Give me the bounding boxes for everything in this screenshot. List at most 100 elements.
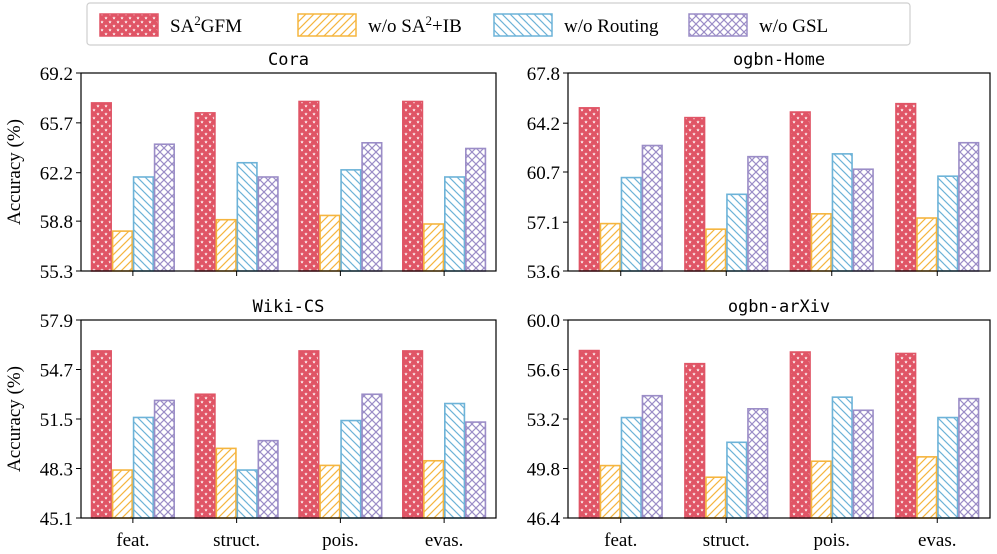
bar-w-o-gsl-pois xyxy=(361,141,383,272)
bar-w-o-routing-struct xyxy=(726,441,748,519)
bar-sa-gfm-feat xyxy=(90,350,112,519)
bar-sa-gfm-pois xyxy=(789,351,811,519)
y-axis-label: Accuracy (%) xyxy=(4,366,25,472)
bar-w-o-sa-ib-pois xyxy=(810,213,832,272)
bar-w-o-sa-ib-evas xyxy=(423,223,445,272)
bar-w-o-gsl-pois xyxy=(852,168,874,272)
legend-label: SA2GFM xyxy=(170,13,242,38)
chart-title: ogbn-arXiv xyxy=(728,297,830,317)
bar-w-o-gsl-struct xyxy=(747,408,769,519)
y-tick-label: 48.3 xyxy=(40,460,73,481)
chart-panel-ogbn-arxiv: ogbn-arXiv 46.4 49.8 53.2 56.6 60.0 feat. struc… xyxy=(527,297,991,551)
bar-sa-gfm-feat xyxy=(90,102,112,272)
x-tick-label: feat. xyxy=(604,530,637,551)
bar-w-o-sa-ib-feat xyxy=(111,230,133,272)
bar-w-o-routing-feat xyxy=(132,416,154,519)
legend: SA2GFM w/o SA2+IB w/o Routing w/o GSL xyxy=(86,2,911,46)
legend-swatch xyxy=(99,13,159,37)
chart-panel-ogbn-home: ogbn-Home 53.6 57.1 60.7 64.2 67.8 xyxy=(527,50,991,283)
bar-w-o-routing-evas xyxy=(444,402,466,519)
y-tick-label: 57.1 xyxy=(527,213,560,234)
bar-sa-gfm-struct xyxy=(194,393,216,519)
bar-w-o-sa-ib-pois xyxy=(319,214,341,272)
y-tick-label: 67.8 xyxy=(527,64,560,85)
chart-title: ogbn-Home xyxy=(733,50,825,70)
bar-sa-gfm-evas xyxy=(402,100,424,272)
x-tick-label: pois. xyxy=(814,530,850,551)
bar-w-o-sa-ib-pois xyxy=(810,460,832,519)
bar-w-o-gsl-pois xyxy=(361,393,383,519)
bar-w-o-gsl-evas xyxy=(465,147,487,272)
x-tick-label: pois. xyxy=(322,530,358,551)
y-tick-label: 53.6 xyxy=(527,262,560,283)
bar-w-o-gsl-struct xyxy=(257,439,279,519)
bar-w-o-sa-ib-struct xyxy=(705,476,727,519)
legend-item-sa-gfm: SA2GFM xyxy=(99,13,242,38)
bar-w-o-routing-evas xyxy=(937,175,959,272)
y-tick-label: 64.2 xyxy=(527,114,560,135)
y-tick-label: 55.3 xyxy=(40,262,73,283)
bar-w-o-routing-struct xyxy=(726,193,748,272)
x-tick-label: evas. xyxy=(425,530,464,551)
bar-w-o-gsl-feat xyxy=(153,399,175,519)
bar-w-o-routing-evas xyxy=(937,416,959,519)
legend-swatch xyxy=(297,13,357,37)
y-tick-label: 49.8 xyxy=(527,460,560,481)
bar-w-o-gsl-struct xyxy=(747,155,769,272)
y-tick-label: 60.7 xyxy=(527,163,560,184)
legend-item-w-o-sa-ib: w/o SA2+IB xyxy=(297,13,462,38)
y-tick-label: 56.6 xyxy=(527,361,560,382)
bar-w-o-sa-ib-evas xyxy=(916,456,938,519)
y-tick-label: 53.2 xyxy=(527,410,560,431)
x-tick-label: struct. xyxy=(703,530,750,551)
y-tick-label: 51.5 xyxy=(40,410,73,431)
bar-sa-gfm-struct xyxy=(684,116,706,272)
bar-w-o-sa-ib-evas xyxy=(423,459,445,519)
y-tick-label: 57.9 xyxy=(40,311,73,332)
bar-w-o-sa-ib-pois xyxy=(319,464,341,519)
y-tick-label: 46.4 xyxy=(527,509,561,530)
plot-frame xyxy=(567,72,991,272)
bar-w-o-gsl-feat xyxy=(641,394,663,519)
bar-sa-gfm-struct xyxy=(684,362,706,519)
bar-w-o-routing-pois xyxy=(831,396,853,519)
bar-w-o-sa-ib-feat xyxy=(111,469,133,519)
y-tick-label: 58.8 xyxy=(40,212,73,233)
x-tick-label: evas. xyxy=(918,530,957,551)
y-tick-label: 62.2 xyxy=(40,164,73,185)
bar-w-o-sa-ib-struct xyxy=(215,218,237,272)
chart-title: Wiki-CS xyxy=(253,297,325,317)
bar-w-o-gsl-evas xyxy=(465,421,487,519)
chart-panel-cora: Cora 55.3 58.8 62.2 65.7 69.2 Accuracy (%) xyxy=(4,50,497,283)
legend-item-w-o-routing: w/o Routing xyxy=(493,13,659,37)
bar-w-o-sa-ib-evas xyxy=(916,217,938,272)
bar-sa-gfm-evas xyxy=(895,352,917,519)
bar-w-o-gsl-struct xyxy=(257,176,279,272)
plot-frame xyxy=(80,319,497,519)
bar-w-o-gsl-pois xyxy=(852,409,874,519)
x-tick-label: struct. xyxy=(213,530,260,551)
legend-label: w/o GSL xyxy=(759,16,828,37)
bar-sa-gfm-evas xyxy=(895,102,917,272)
y-tick-label: 69.2 xyxy=(40,64,73,85)
plot-frame xyxy=(567,319,991,519)
bar-w-o-routing-pois xyxy=(831,153,853,272)
y-tick-label: 45.1 xyxy=(40,509,73,530)
bar-w-o-routing-feat xyxy=(620,416,642,519)
legend-label: w/o SA2+IB xyxy=(368,13,462,38)
chart-panels: Cora 55.3 58.8 62.2 65.7 69.2 Accuracy (%) ogbn… xyxy=(4,50,991,551)
legend-item-w-o-gsl: w/o GSL xyxy=(688,13,828,37)
legend-swatch xyxy=(493,13,553,37)
y-tick-label: 54.7 xyxy=(40,361,73,382)
bar-sa-gfm-feat xyxy=(578,107,600,272)
bar-sa-gfm-pois xyxy=(789,111,811,272)
legend-label: w/o Routing xyxy=(564,16,659,37)
bar-w-o-gsl-evas xyxy=(958,397,980,519)
y-tick-label: 60.0 xyxy=(527,311,560,332)
bar-w-o-routing-feat xyxy=(620,176,642,272)
y-axis-label: Accuracy (%) xyxy=(4,119,25,225)
y-tick-label: 65.7 xyxy=(40,114,73,135)
bar-w-o-routing-pois xyxy=(340,169,362,272)
bar-w-o-routing-evas xyxy=(444,176,466,272)
plot-frame xyxy=(80,72,497,272)
